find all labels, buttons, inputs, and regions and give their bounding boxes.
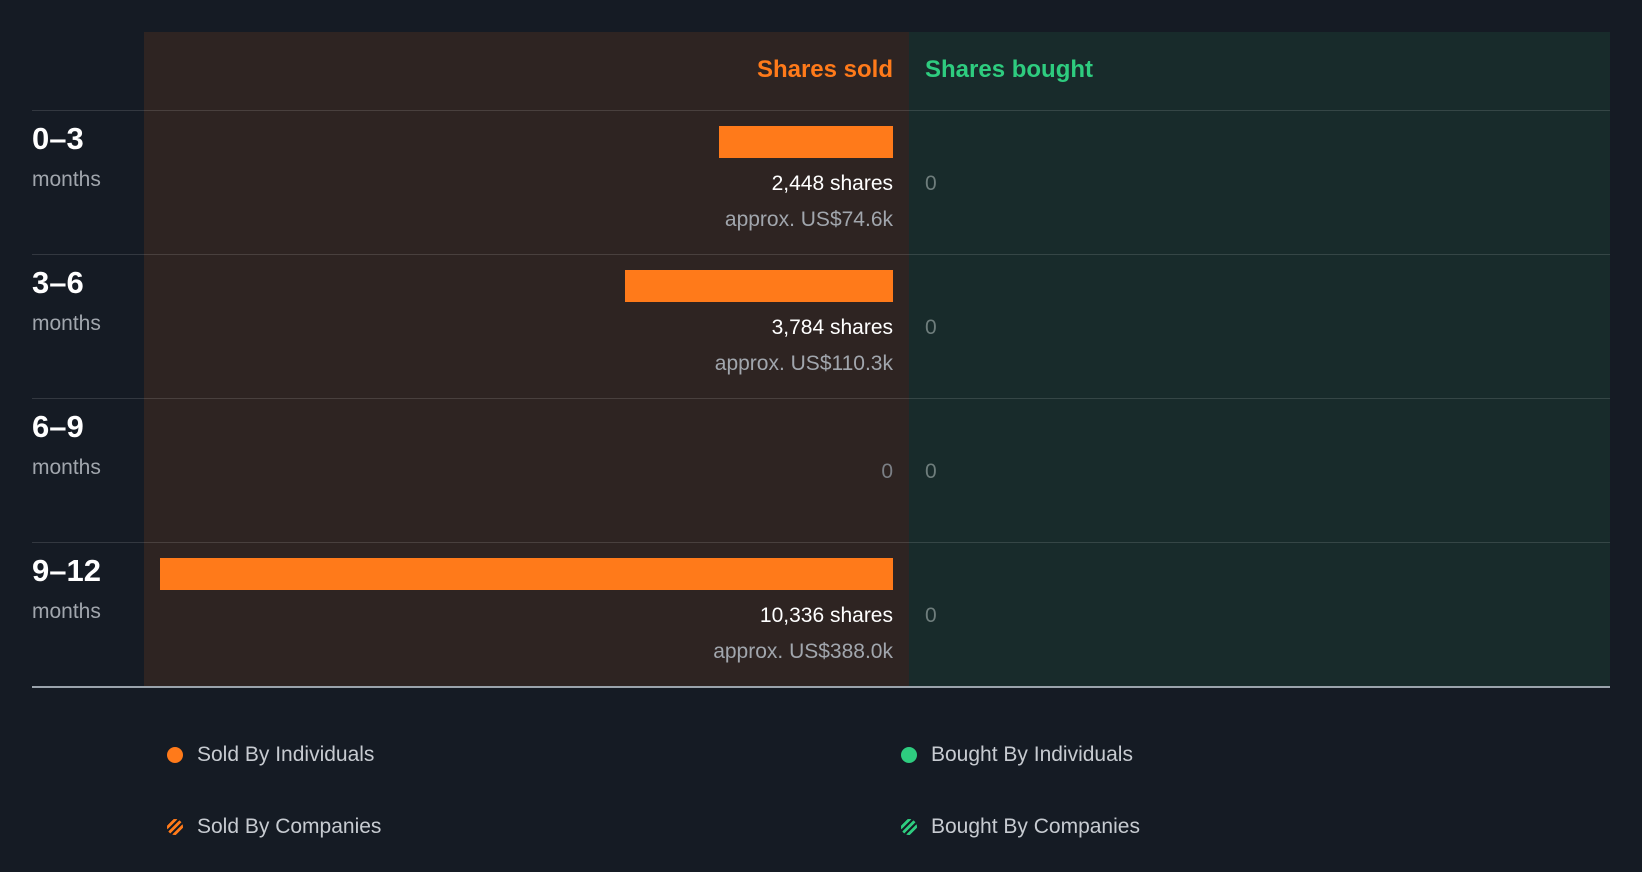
orange-dot-icon bbox=[167, 747, 183, 763]
row-divider bbox=[32, 398, 1610, 399]
period-row: 6–9 months 0 0 bbox=[0, 399, 1642, 543]
sold-bar bbox=[160, 558, 893, 590]
bought-zero-label: 0 bbox=[925, 316, 937, 339]
period-unit: months bbox=[32, 312, 101, 335]
period-unit: months bbox=[32, 456, 101, 479]
period-row: 0–3 months 2,448 shares approx. US$74.6k… bbox=[0, 111, 1642, 255]
legend-bought-by-companies[interactable]: Bought By Companies bbox=[901, 812, 1140, 842]
green-dot-icon bbox=[901, 747, 917, 763]
sold-shares-label: 10,336 shares bbox=[759, 604, 893, 627]
legend-label: Sold By Companies bbox=[197, 815, 382, 838]
shares-bought-panel bbox=[909, 32, 1610, 686]
period-label: 0–3 bbox=[32, 121, 84, 156]
sold-shares-label: 2,448 shares bbox=[771, 172, 893, 195]
period-label: 9–12 bbox=[32, 553, 101, 588]
period-label: 6–9 bbox=[32, 409, 84, 444]
row-divider bbox=[32, 542, 1610, 543]
legend-label: Bought By Individuals bbox=[931, 743, 1133, 766]
green-hatched-dot-icon bbox=[901, 819, 917, 835]
row-divider bbox=[32, 110, 1610, 111]
legend-sold-by-companies[interactable]: Sold By Companies bbox=[167, 812, 381, 842]
legend-label: Bought By Companies bbox=[931, 815, 1140, 838]
bought-zero-label: 0 bbox=[925, 172, 937, 195]
legend-label: Sold By Individuals bbox=[197, 743, 375, 766]
chart-baseline bbox=[32, 686, 1610, 688]
orange-hatched-dot-icon bbox=[167, 819, 183, 835]
legend-sold-by-individuals[interactable]: Sold By Individuals bbox=[167, 740, 374, 770]
shares-sold-header: Shares sold bbox=[756, 56, 893, 83]
sold-zero-label: 0 bbox=[881, 460, 893, 483]
shares-bought-header: Shares bought bbox=[925, 56, 1094, 83]
period-unit: months bbox=[32, 600, 101, 623]
bought-zero-label: 0 bbox=[925, 460, 937, 483]
sold-value-label: approx. US$388.0k bbox=[713, 640, 893, 663]
bought-zero-label: 0 bbox=[925, 604, 937, 627]
legend-bought-by-individuals[interactable]: Bought By Individuals bbox=[901, 740, 1133, 770]
sold-bar bbox=[719, 126, 893, 158]
sold-value-label: approx. US$110.3k bbox=[714, 352, 893, 375]
sold-bar bbox=[625, 270, 893, 302]
period-unit: months bbox=[32, 168, 101, 191]
period-row: 3–6 months 3,784 shares approx. US$110.3… bbox=[0, 255, 1642, 399]
sold-shares-label: 3,784 shares bbox=[771, 316, 893, 339]
period-row: 9–12 months 10,336 shares approx. US$388… bbox=[0, 543, 1642, 687]
period-label: 3–6 bbox=[32, 265, 84, 300]
row-divider bbox=[32, 254, 1610, 255]
sold-value-label: approx. US$74.6k bbox=[724, 208, 893, 231]
